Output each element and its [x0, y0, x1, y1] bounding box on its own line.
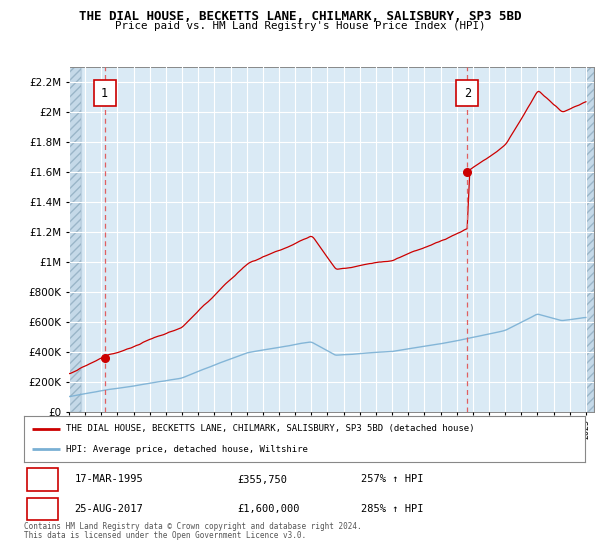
Text: 2: 2	[38, 502, 46, 515]
Text: 285% ↑ HPI: 285% ↑ HPI	[361, 504, 423, 514]
Text: HPI: Average price, detached house, Wiltshire: HPI: Average price, detached house, Wilt…	[66, 445, 308, 454]
FancyBboxPatch shape	[27, 498, 58, 520]
Text: Price paid vs. HM Land Registry's House Price Index (HPI): Price paid vs. HM Land Registry's House …	[115, 21, 485, 31]
FancyBboxPatch shape	[27, 468, 58, 491]
Text: 25-AUG-2017: 25-AUG-2017	[74, 504, 143, 514]
Text: £355,750: £355,750	[237, 474, 287, 484]
Text: 17-MAR-1995: 17-MAR-1995	[74, 474, 143, 484]
Text: This data is licensed under the Open Government Licence v3.0.: This data is licensed under the Open Gov…	[24, 531, 306, 540]
Text: £1,600,000: £1,600,000	[237, 504, 299, 514]
FancyBboxPatch shape	[456, 80, 478, 106]
Text: THE DIAL HOUSE, BECKETTS LANE, CHILMARK, SALISBURY, SP3 5BD: THE DIAL HOUSE, BECKETTS LANE, CHILMARK,…	[79, 10, 521, 23]
FancyBboxPatch shape	[94, 80, 116, 106]
Bar	[69, 67, 81, 412]
Text: 1: 1	[101, 87, 108, 100]
Bar	[586, 67, 594, 412]
Text: 1: 1	[38, 473, 46, 486]
Text: 2: 2	[464, 87, 471, 100]
Text: THE DIAL HOUSE, BECKETTS LANE, CHILMARK, SALISBURY, SP3 5BD (detached house): THE DIAL HOUSE, BECKETTS LANE, CHILMARK,…	[66, 424, 475, 433]
Text: Contains HM Land Registry data © Crown copyright and database right 2024.: Contains HM Land Registry data © Crown c…	[24, 522, 362, 531]
Text: 257% ↑ HPI: 257% ↑ HPI	[361, 474, 423, 484]
